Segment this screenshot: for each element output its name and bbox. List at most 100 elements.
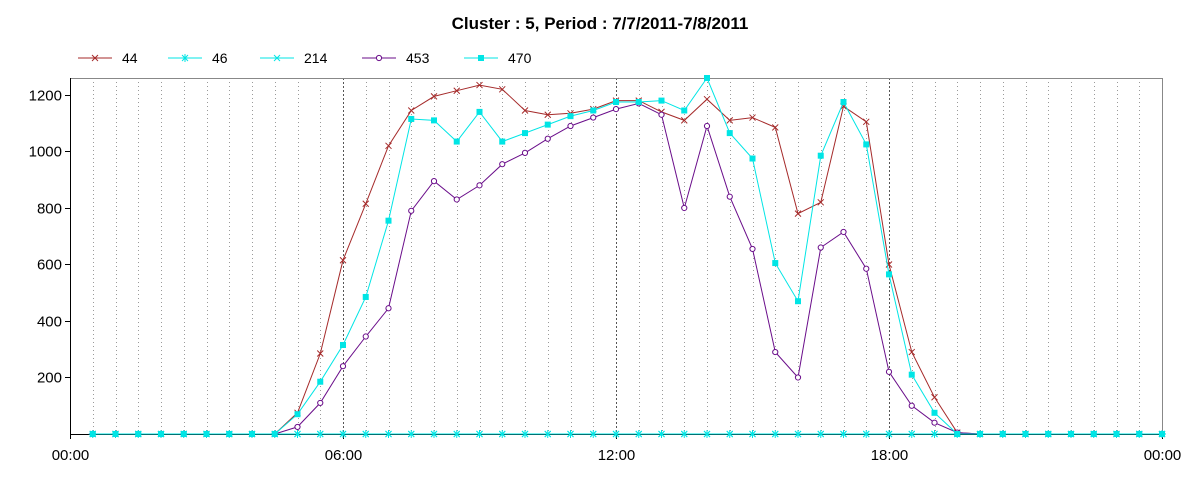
- legend-label: 470: [508, 50, 532, 66]
- data-point-470: [1045, 430, 1052, 437]
- data-point-214: [680, 430, 688, 438]
- data-point-470: [430, 117, 437, 124]
- data-point-470: [180, 430, 187, 437]
- data-point-214: [544, 430, 552, 438]
- data-point-453: [294, 423, 301, 431]
- data-point-470: [544, 121, 551, 128]
- data-point-44: [362, 200, 370, 208]
- data-point-44: [908, 348, 916, 356]
- series-470: [89, 75, 1166, 437]
- data-point-470: [1022, 430, 1029, 437]
- y-tick-label: 1200: [29, 88, 62, 105]
- data-point-44: [862, 118, 870, 126]
- data-point-470: [1068, 430, 1075, 437]
- legend-marker: [181, 54, 189, 62]
- legend-item-470: 470: [464, 50, 532, 66]
- data-point-453: [885, 368, 893, 375]
- data-point-470: [408, 115, 415, 122]
- data-point-470: [658, 97, 665, 104]
- data-point-453: [567, 122, 574, 130]
- data-point-214: [635, 430, 643, 438]
- data-point-44: [703, 95, 711, 103]
- data-point-44: [430, 93, 438, 100]
- legend-item-453: 453: [362, 50, 430, 66]
- legend-item-214: 214: [260, 50, 328, 66]
- data-point-44: [453, 87, 461, 95]
- data-point-470: [726, 130, 733, 137]
- data-point-44: [316, 350, 324, 357]
- data-point-470: [567, 113, 574, 120]
- data-point-470: [362, 293, 369, 300]
- legend-marker: [477, 55, 484, 62]
- data-point-453: [362, 333, 369, 340]
- data-point-453: [681, 204, 688, 212]
- y-tick-label: 200: [37, 370, 62, 387]
- data-point-44: [476, 81, 483, 89]
- data-point-214: [817, 430, 825, 438]
- data-point-453: [726, 193, 733, 200]
- data-point-453: [612, 105, 620, 113]
- series-layer: [88, 75, 1166, 438]
- legend-label: 453: [406, 50, 430, 66]
- x-tick-label: 00:00: [1144, 447, 1182, 464]
- data-point-470: [89, 430, 96, 437]
- data-point-453: [499, 161, 506, 168]
- data-point-470: [112, 430, 119, 437]
- chart-title: Cluster : 5, Period : 7/7/2011-7/8/2011: [452, 14, 749, 33]
- data-point-453: [339, 363, 347, 370]
- data-point-453: [658, 111, 665, 118]
- legend-label: 46: [212, 50, 228, 66]
- legend-item-46: 46: [168, 50, 228, 66]
- data-point-470: [613, 99, 620, 106]
- data-point-470: [999, 430, 1006, 437]
- data-point-453: [749, 245, 756, 253]
- data-point-470: [772, 260, 779, 267]
- data-point-470: [590, 107, 597, 114]
- data-point-214: [316, 430, 324, 438]
- data-point-214: [567, 430, 574, 438]
- data-point-470: [795, 298, 802, 305]
- data-point-470: [522, 130, 529, 137]
- data-point-44: [339, 256, 347, 264]
- legend-item-44: 44: [78, 50, 138, 66]
- data-point-453: [794, 374, 802, 381]
- data-point-470: [749, 155, 756, 162]
- data-point-453: [430, 178, 438, 185]
- x-tick-label: 12:00: [598, 447, 636, 464]
- data-point-470: [317, 378, 324, 385]
- series-line-470: [92, 76, 1162, 435]
- data-point-44: [498, 85, 506, 93]
- data-point-214: [362, 430, 370, 438]
- data-point-214: [385, 430, 392, 438]
- data-point-453: [385, 305, 392, 312]
- data-point-214: [862, 430, 870, 438]
- data-point-470: [954, 430, 961, 437]
- data-point-214: [294, 430, 301, 438]
- y-tick-label: 800: [37, 201, 62, 218]
- data-point-470: [817, 152, 824, 159]
- data-point-470: [977, 430, 984, 437]
- data-point-214: [339, 430, 347, 438]
- data-point-470: [339, 341, 346, 348]
- data-point-470: [271, 430, 278, 437]
- data-point-453: [863, 265, 870, 272]
- data-point-470: [1159, 430, 1166, 437]
- data-point-214: [726, 430, 734, 438]
- data-point-214: [749, 430, 756, 438]
- data-point-44: [385, 142, 392, 150]
- data-point-453: [476, 182, 483, 189]
- legend-marker: [273, 54, 281, 62]
- legend-marker: [375, 54, 383, 62]
- data-point-470: [840, 99, 847, 106]
- data-point-453: [521, 149, 529, 156]
- data-point-214: [521, 430, 529, 438]
- data-point-470: [385, 217, 392, 224]
- data-point-214: [589, 430, 597, 438]
- data-point-453: [840, 228, 847, 236]
- data-point-453: [544, 135, 551, 142]
- data-point-44: [521, 107, 529, 114]
- data-point-470: [294, 411, 301, 418]
- x-tick-label: 00:00: [52, 447, 90, 464]
